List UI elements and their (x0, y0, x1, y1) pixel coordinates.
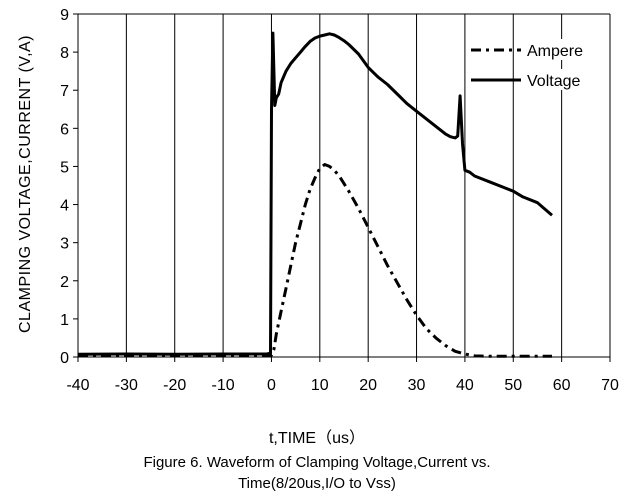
x-tick-label: 40 (456, 377, 474, 394)
y-tick-label: 4 (60, 198, 69, 215)
x-tick-label: 20 (359, 377, 377, 394)
x-tick-label: -30 (115, 377, 138, 394)
series-line-ampere (78, 163, 552, 358)
y-tick-label: 8 (60, 45, 69, 62)
legend-label-background (523, 39, 603, 60)
y-tick-label: 6 (60, 121, 69, 138)
legend: Ampere Voltage (471, 39, 603, 90)
y-tick-label: 2 (60, 274, 69, 291)
x-tick-label: -10 (212, 377, 235, 394)
x-tick-label: 60 (553, 377, 571, 394)
x-tick-label: 30 (408, 377, 426, 394)
x-axis-label: t,TIME（us） (268, 430, 365, 447)
y-tick-label: 9 (60, 7, 69, 24)
legend-label-ampere: Ampere (527, 43, 583, 60)
legend-label-voltage: Voltage (527, 73, 580, 90)
x-tick-label: 70 (601, 377, 619, 394)
y-tick-label: 3 (60, 236, 69, 253)
y-tick-label: 0 (60, 350, 69, 367)
x-tick-label: -40 (66, 377, 89, 394)
x-tick-label: 10 (311, 377, 329, 394)
figure-caption-line-1: Figure 6. Waveform of Clamping Voltage,C… (143, 454, 491, 471)
figure-caption-line-2: Time(8/20us,I/O to Vss) (238, 475, 396, 492)
x-tick-label: 50 (504, 377, 522, 394)
y-axis-label: CLAMPING VOLTAGE,CURRENT (V,A) (17, 35, 34, 333)
x-tick-label: -20 (163, 377, 186, 394)
legend-label-background (523, 69, 603, 90)
plot-area: 0 1 2 3 4 5 6 7 8 9 -40 -30 -20 -10 0 10 20 30 40 50 60 70 (60, 7, 619, 394)
x-tick-label: 0 (267, 377, 276, 394)
series-line-voltage (77, 31, 553, 356)
y-tick-label: 5 (60, 159, 69, 176)
y-tick-label: 1 (60, 312, 69, 329)
y-tick-label: 7 (60, 83, 69, 100)
